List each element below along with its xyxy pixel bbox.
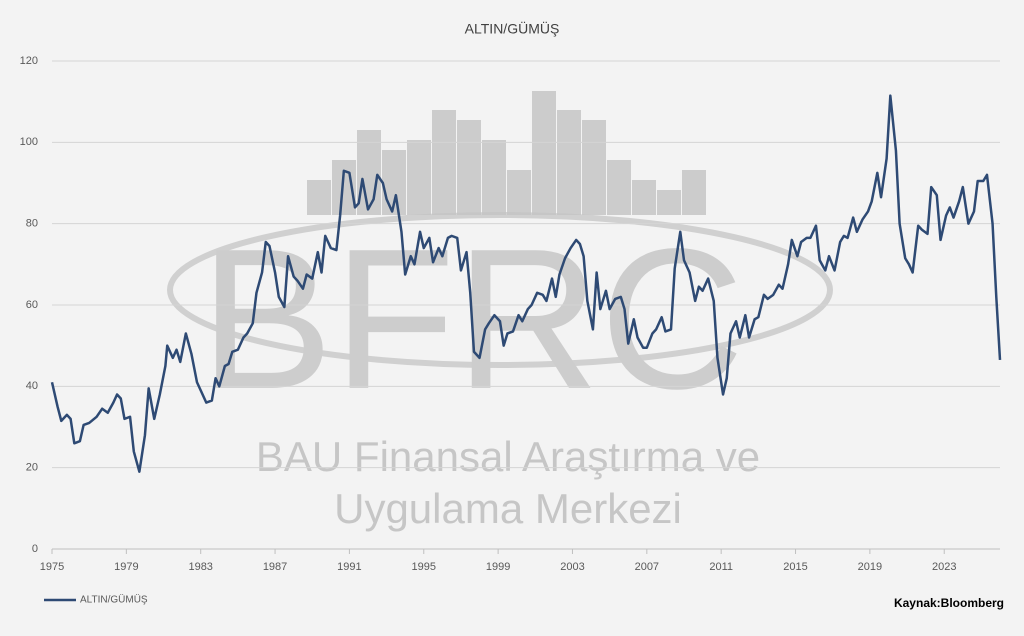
x-tick-label: 1999 <box>486 561 510 573</box>
y-tick-label: 60 <box>26 299 38 311</box>
x-tick-label: 1987 <box>263 561 287 573</box>
watermark-bar <box>457 120 481 215</box>
x-tick-label: 2015 <box>783 561 807 573</box>
data-line <box>50 94 1002 473</box>
x-tick-label: 1975 <box>40 561 64 573</box>
x-tick-label: 2011 <box>709 561 733 573</box>
watermark-bar <box>657 190 681 215</box>
chart-title: ALTIN/GÜMÜŞ <box>465 20 560 37</box>
watermark-bar <box>607 160 631 215</box>
y-tick-label: 20 <box>26 462 38 474</box>
watermark-bar <box>532 91 556 215</box>
y-tick-label: 0 <box>32 543 38 555</box>
x-tick-label: 1991 <box>337 561 361 573</box>
y-tick-label: 40 <box>26 380 38 392</box>
watermark-bar <box>557 110 581 215</box>
x-tick-label: 1995 <box>412 561 436 573</box>
x-tick-label: 1983 <box>188 561 212 573</box>
watermark-bar <box>582 120 606 215</box>
y-tick-label: 80 <box>26 218 38 230</box>
y-tick-label: 100 <box>20 136 38 148</box>
watermark-bar <box>632 180 656 215</box>
watermark-bar <box>507 170 531 215</box>
x-tick-label: 2003 <box>560 561 584 573</box>
x-tick-label: 2019 <box>858 561 882 573</box>
watermark-bar <box>432 110 456 215</box>
watermark-text: Uygulama Merkezi <box>334 485 682 532</box>
x-tick-label: 2023 <box>932 561 956 573</box>
watermark-bar <box>482 140 506 215</box>
x-tick-label: 1979 <box>114 561 138 573</box>
watermark-text: BAU Finansal Araştırma ve <box>256 433 760 480</box>
legend-label: ALTIN/GÜMÜŞ <box>80 594 148 606</box>
watermark-bar <box>407 140 431 215</box>
x-tick-label: 2007 <box>635 561 659 573</box>
y-tick-label: 120 <box>20 55 38 67</box>
source-note: Kaynak:Bloomberg <box>894 596 1004 610</box>
watermark-bar <box>682 170 706 215</box>
watermark-bar <box>357 130 381 215</box>
watermark-bar <box>307 180 331 215</box>
